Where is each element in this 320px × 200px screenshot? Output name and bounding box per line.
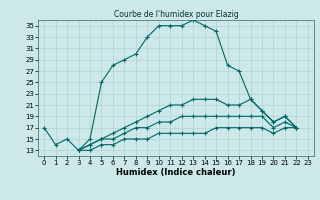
X-axis label: Humidex (Indice chaleur): Humidex (Indice chaleur) [116,168,236,177]
Title: Courbe de l'humidex pour Elazig: Courbe de l'humidex pour Elazig [114,10,238,19]
